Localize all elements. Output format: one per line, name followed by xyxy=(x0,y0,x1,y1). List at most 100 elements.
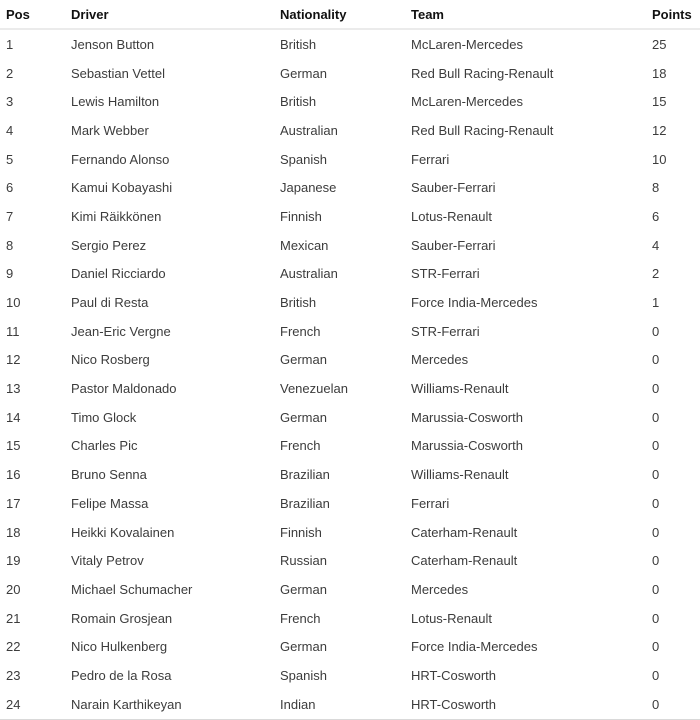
table-row: 18 Heikki Kovalainen Finnish Caterham-Renau… xyxy=(0,518,700,547)
cell-driver: Pastor Maldonado xyxy=(71,381,177,397)
cell-points: 25 xyxy=(652,36,667,52)
cell-points: 0 xyxy=(652,381,660,397)
cell-nationality: Brazilian xyxy=(280,495,330,511)
cell-pos: 18 xyxy=(6,524,21,540)
cell-pos: 7 xyxy=(6,208,14,224)
column-header-nationality: Nationality xyxy=(274,0,405,30)
table-row: 9 Daniel Ricciardo Australian STR-Ferrari 2 xyxy=(0,260,700,289)
cell-team: Ferrari xyxy=(411,151,450,167)
cell-pos: 1 xyxy=(6,36,14,52)
cell-team: Force India-Mercedes xyxy=(411,639,538,655)
table-row: 10 Paul di Resta British Force India-Merced… xyxy=(0,288,700,317)
cell-team: Red Bull Racing-Renault xyxy=(411,122,554,138)
column-header-driver: Driver xyxy=(65,0,274,30)
table-row: 13 Pastor Maldonado Venezuelan Williams-Ren… xyxy=(0,374,700,403)
cell-pos: 5 xyxy=(6,151,14,167)
cell-team: Lotus-Renault xyxy=(411,610,492,626)
cell-nationality: Russian xyxy=(280,553,327,569)
cell-points: 0 xyxy=(652,323,660,339)
cell-driver: Nico Hulkenberg xyxy=(71,639,168,655)
cell-driver: Bruno Senna xyxy=(71,467,147,483)
cell-pos: 15 xyxy=(6,438,21,454)
cell-points: 0 xyxy=(652,553,660,569)
cell-pos: 22 xyxy=(6,639,21,655)
cell-pos: 3 xyxy=(6,94,14,110)
cell-driver: Kamui Kobayashi xyxy=(71,180,173,196)
cell-nationality: British xyxy=(280,94,317,110)
cell-team: Mercedes xyxy=(411,352,469,368)
cell-team: Williams-Renault xyxy=(411,467,509,483)
column-header-team: Team xyxy=(405,0,646,30)
cell-team: Marussia-Cosworth xyxy=(411,409,523,425)
cell-nationality: Indian xyxy=(280,696,316,712)
cell-driver: Vitaly Petrov xyxy=(71,553,144,569)
table-body: 1 Jenson Button British McLaren-Mercedes 25 2… xyxy=(0,29,700,719)
cell-team: STR-Ferrari xyxy=(411,266,480,282)
cell-nationality: British xyxy=(280,36,317,52)
cell-driver: Felipe Massa xyxy=(71,495,149,511)
cell-pos: 23 xyxy=(6,667,21,683)
cell-team: HRT-Cosworth xyxy=(411,667,497,683)
table-row: 19 Vitaly Petrov Russian Caterham-Renault 0 xyxy=(0,546,700,575)
cell-nationality: Spanish xyxy=(280,151,327,167)
cell-nationality: French xyxy=(280,438,321,454)
cell-driver: Lewis Hamilton xyxy=(71,94,160,110)
cell-team: Caterham-Renault xyxy=(411,553,518,569)
cell-points: 0 xyxy=(652,467,660,483)
cell-driver: Sergio Perez xyxy=(71,237,147,253)
cell-points: 12 xyxy=(652,122,667,138)
cell-nationality: German xyxy=(280,352,327,368)
table-row: 23 Pedro de la Rosa Spanish HRT-Cosworth 0 xyxy=(0,661,700,690)
cell-points: 4 xyxy=(652,237,660,253)
cell-pos: 10 xyxy=(6,295,21,311)
cell-team: Ferrari xyxy=(411,495,450,511)
cell-team: McLaren-Mercedes xyxy=(411,94,523,110)
cell-driver: Mark Webber xyxy=(71,122,149,138)
cell-nationality: Finnish xyxy=(280,524,322,540)
cell-driver: Jean-Eric Vergne xyxy=(71,323,171,339)
cell-nationality: Australian xyxy=(280,266,338,282)
cell-nationality: German xyxy=(280,581,327,597)
cell-driver: Fernando Alonso xyxy=(71,151,170,167)
cell-pos: 16 xyxy=(6,467,21,483)
cell-pos: 12 xyxy=(6,352,21,368)
cell-points: 1 xyxy=(652,295,660,311)
cell-driver: Daniel Ricciardo xyxy=(71,266,166,282)
cell-points: 15 xyxy=(652,94,667,110)
cell-nationality: German xyxy=(280,639,327,655)
cell-points: 8 xyxy=(652,180,660,196)
table-row: 6 Kamui Kobayashi Japanese Sauber-Ferrari 8 xyxy=(0,173,700,202)
cell-team: Lotus-Renault xyxy=(411,208,492,224)
cell-driver: Romain Grosjean xyxy=(71,610,173,626)
table-header: Pos Driver Nationality Team Points xyxy=(0,0,700,30)
cell-team: Marussia-Cosworth xyxy=(411,438,523,454)
cell-pos: 13 xyxy=(6,381,21,397)
table-row: 20 Michael Schumacher German Mercedes 0 xyxy=(0,575,700,604)
cell-points: 0 xyxy=(652,524,660,540)
cell-nationality: German xyxy=(280,409,327,425)
cell-driver: Paul di Resta xyxy=(71,295,149,311)
cell-nationality: Japanese xyxy=(280,180,337,196)
cell-team: Force India-Mercedes xyxy=(411,295,538,311)
table-row: 5 Fernando Alonso Spanish Ferrari 10 xyxy=(0,145,700,174)
cell-points: 6 xyxy=(652,208,660,224)
cell-nationality: Venezuelan xyxy=(280,381,348,397)
table-row: 3 Lewis Hamilton British McLaren-Mercedes 15 xyxy=(0,87,700,116)
cell-pos: 17 xyxy=(6,495,21,511)
table-row: 22 Nico Hulkenberg German Force India-Merce… xyxy=(0,632,700,661)
table-row: 17 Felipe Massa Brazilian Ferrari 0 xyxy=(0,489,700,518)
cell-driver: Timo Glock xyxy=(71,409,137,425)
cell-driver: Nico Rosberg xyxy=(71,352,150,368)
cell-pos: 2 xyxy=(6,65,14,81)
cell-nationality: British xyxy=(280,295,317,311)
table-row: 15 Charles Pic French Marussia-Cosworth 0 xyxy=(0,432,700,461)
cell-team: Red Bull Racing-Renault xyxy=(411,65,554,81)
table-row: 2 Sebastian Vettel German Red Bull Racing-R… xyxy=(0,59,700,88)
cell-driver: Pedro de la Rosa xyxy=(71,667,172,683)
cell-nationality: Mexican xyxy=(280,237,329,253)
cell-nationality: French xyxy=(280,323,321,339)
cell-driver: Sebastian Vettel xyxy=(71,65,165,81)
cell-points: 0 xyxy=(652,438,660,454)
cell-team: Caterham-Renault xyxy=(411,524,518,540)
